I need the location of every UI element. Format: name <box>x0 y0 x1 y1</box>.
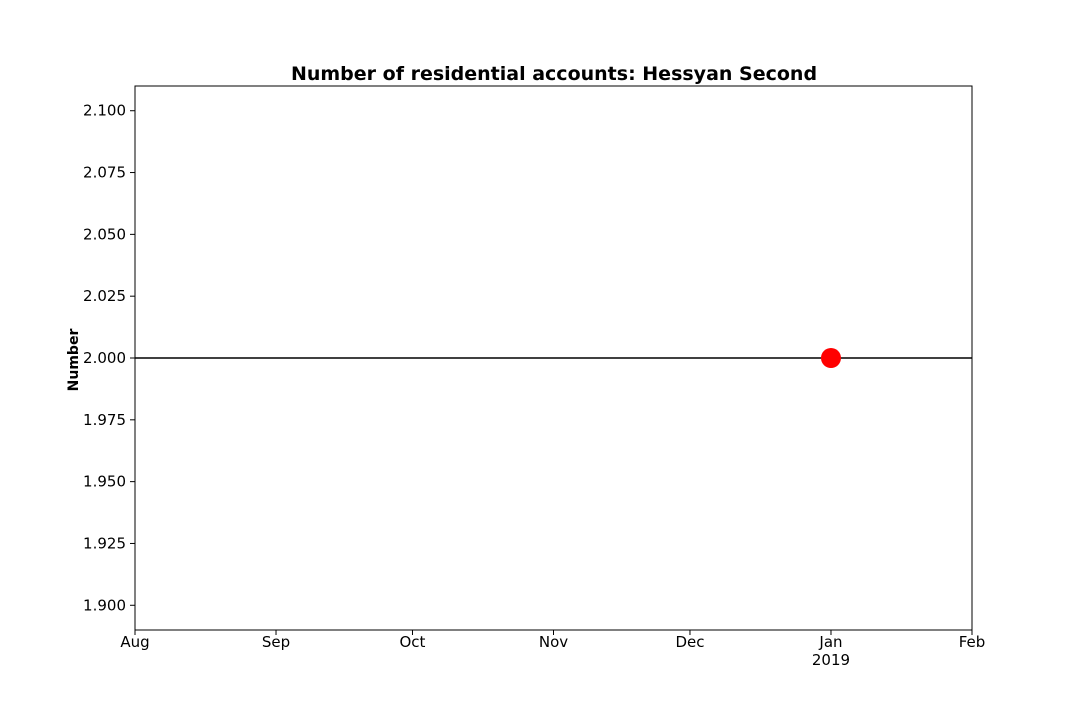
y-tick-label: 1.925 <box>83 534 126 552</box>
y-tick-label: 2.050 <box>83 225 126 243</box>
x-tick-label: Nov <box>539 633 568 651</box>
y-tick-label: 2.025 <box>83 287 126 305</box>
chart-title: Number of residential accounts: Hessyan … <box>291 63 817 85</box>
y-tick-label: 2.000 <box>83 349 126 367</box>
x-tick-label: Dec <box>675 633 704 651</box>
y-tick-label: 2.100 <box>83 102 126 120</box>
data-point <box>820 348 841 368</box>
x-tick-label: Aug <box>120 633 149 651</box>
x-tick-label: Feb <box>959 633 986 651</box>
y-tick-label: 2.075 <box>83 164 126 182</box>
y-tick-label: 1.975 <box>83 411 126 429</box>
x-tick-sublabel: 2019 <box>812 651 850 669</box>
y-tick-label: 1.950 <box>83 473 126 491</box>
x-tick-label: Jan <box>818 633 842 651</box>
y-tick-label: 1.900 <box>83 596 126 614</box>
y-axis-label: Number <box>66 329 82 392</box>
x-tick-label: Sep <box>262 633 290 651</box>
x-tick-label: Oct <box>400 633 426 651</box>
plot-area: 1.900 1.925 1.950 1.975 2.000 2.025 2.050 2.075… <box>83 85 986 669</box>
